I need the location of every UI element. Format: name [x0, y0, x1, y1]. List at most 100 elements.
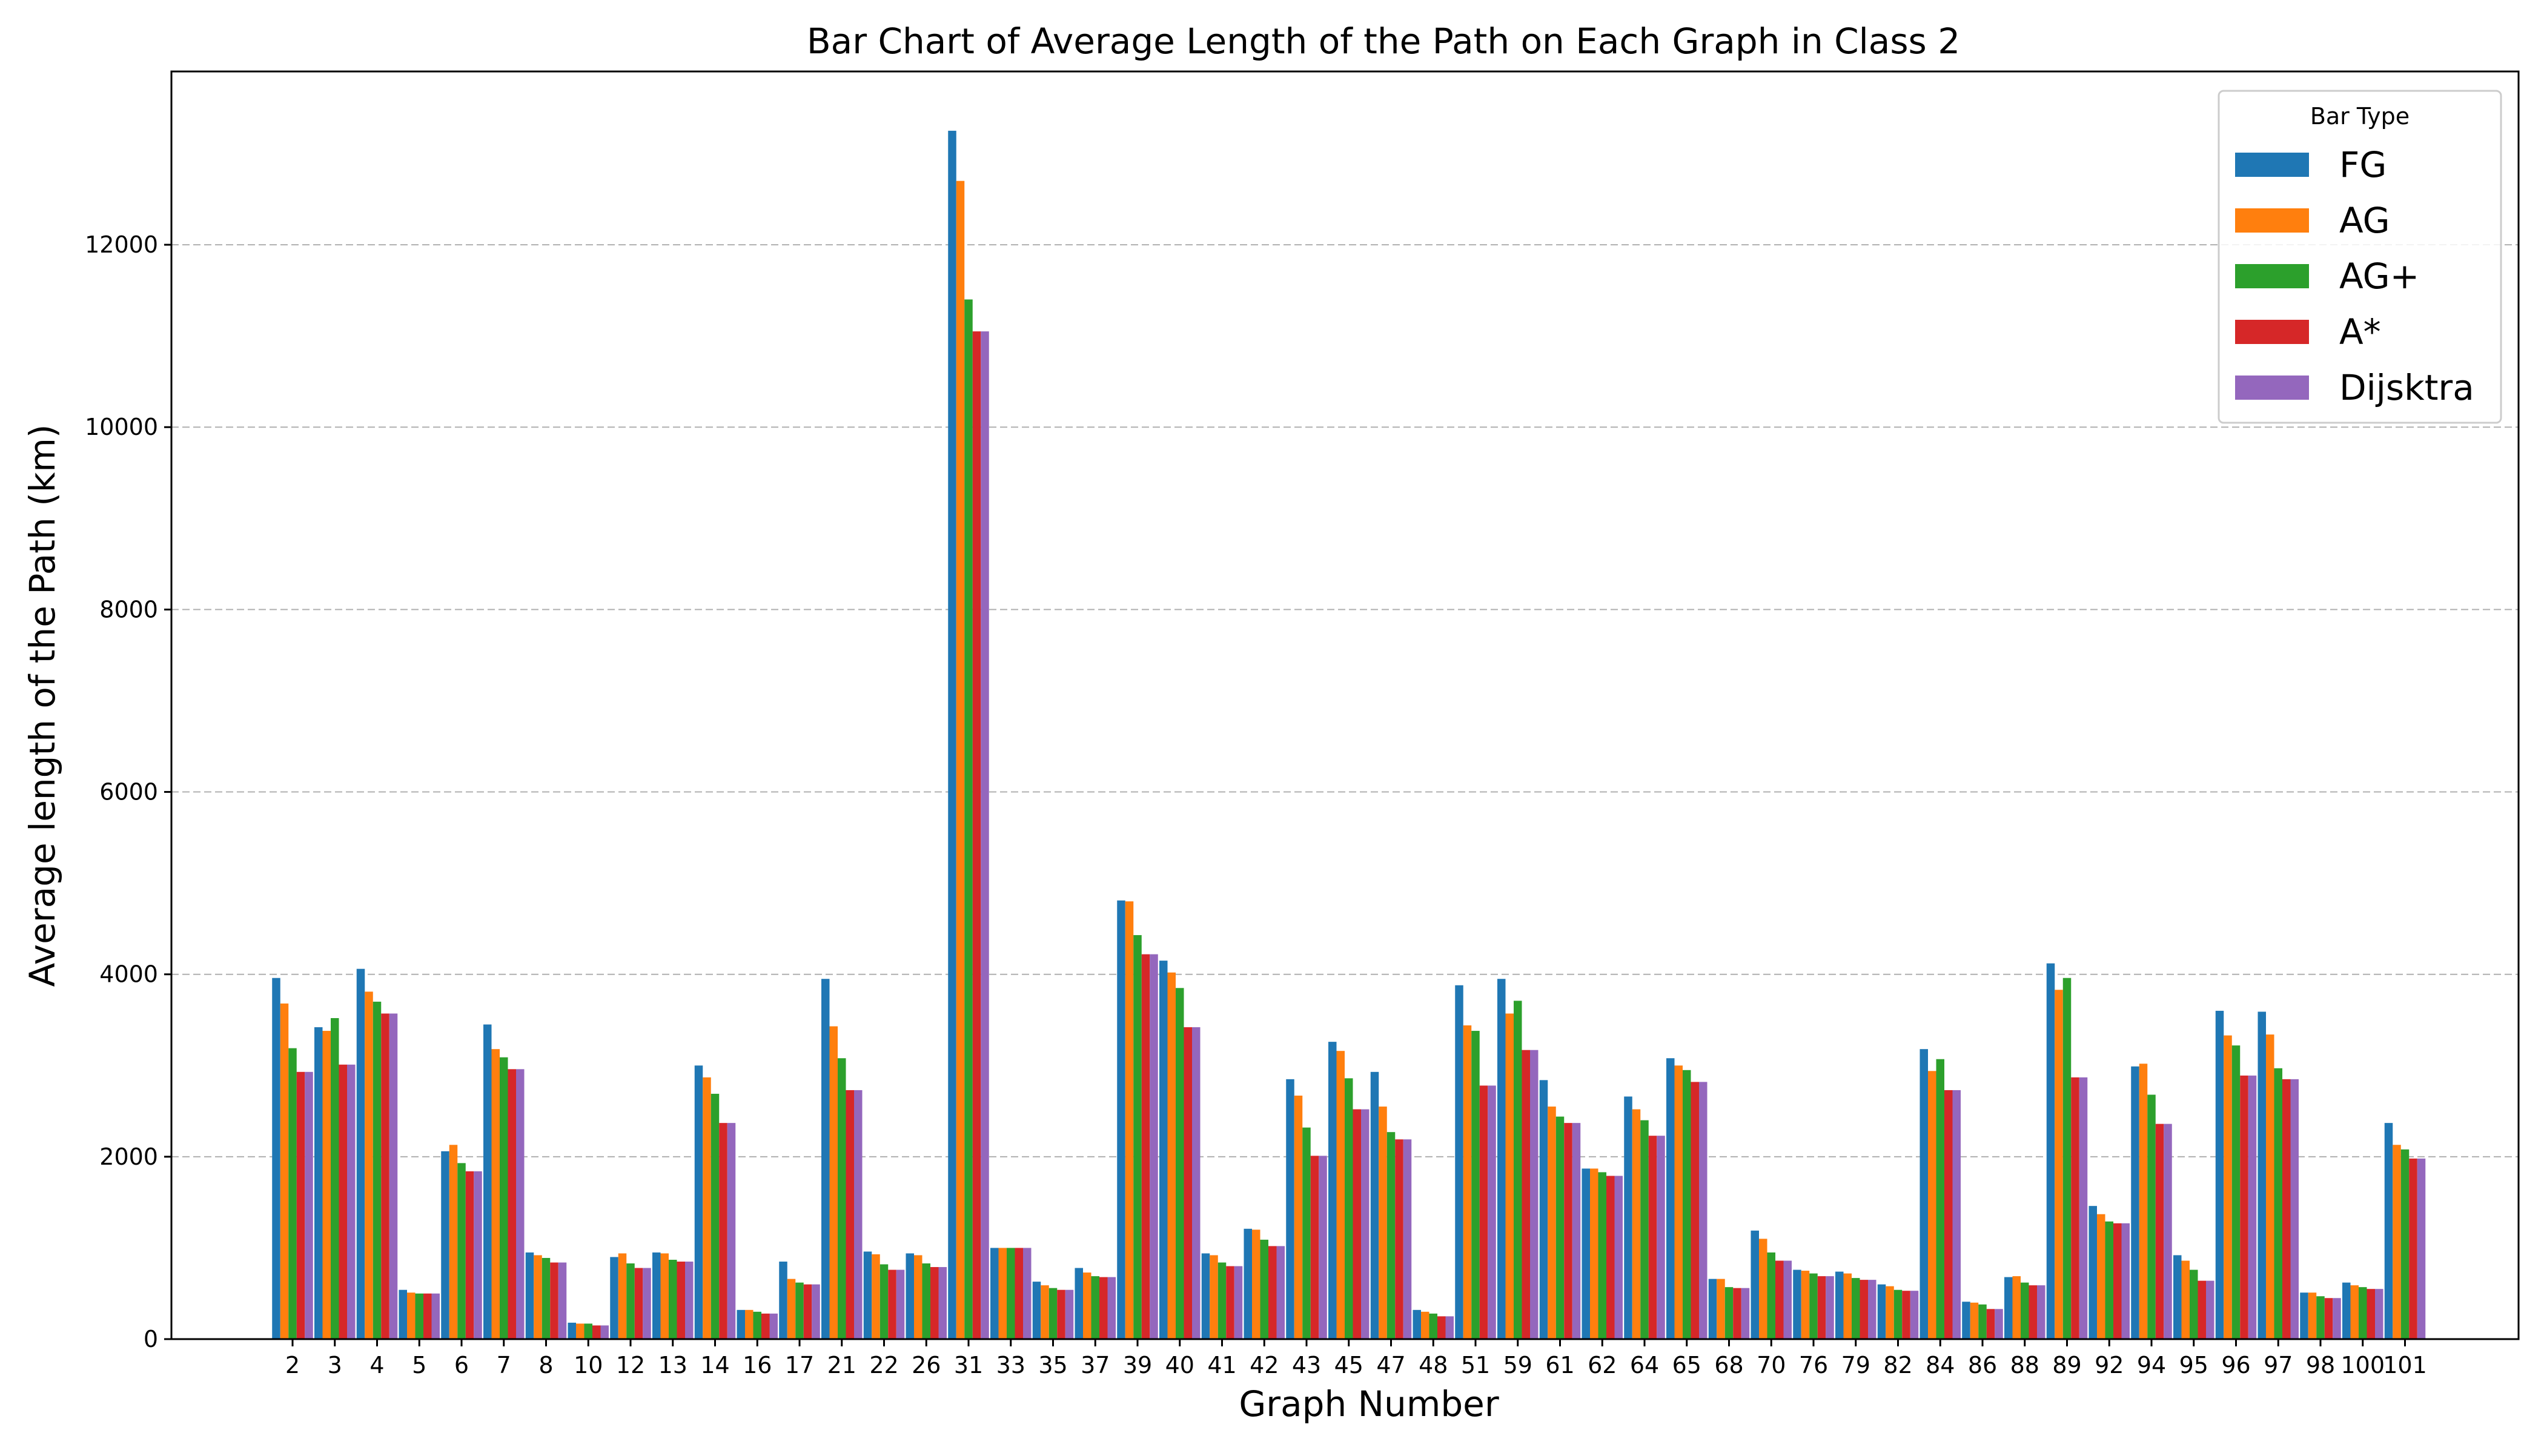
bar — [1471, 1031, 1480, 1339]
bar — [365, 991, 373, 1339]
bar — [753, 1311, 761, 1339]
bar — [737, 1309, 745, 1339]
bar — [1590, 1168, 1598, 1339]
bar — [516, 1069, 525, 1339]
bar — [1023, 1248, 1032, 1339]
bar — [795, 1282, 804, 1339]
bar — [1091, 1276, 1099, 1339]
bar — [2384, 1123, 2393, 1339]
bar — [1176, 988, 1184, 1339]
bar — [879, 1264, 889, 1339]
bar — [1032, 1282, 1041, 1339]
bar — [2266, 1034, 2274, 1339]
x-tick-label: 89 — [2052, 1352, 2081, 1378]
bar — [1514, 1001, 1522, 1339]
bar — [1463, 1025, 1472, 1339]
x-tick-label: 43 — [1292, 1352, 1321, 1378]
legend-label: AG+ — [2339, 256, 2419, 297]
bar — [288, 1048, 297, 1339]
bar — [1624, 1096, 1632, 1339]
bar — [1606, 1176, 1615, 1339]
legend-label: Dijsktra — [2339, 367, 2474, 408]
bar — [643, 1268, 651, 1339]
legend-label: AG — [2339, 200, 2390, 241]
bar — [2139, 1064, 2148, 1339]
bar — [769, 1313, 778, 1339]
x-tick-label: 4 — [369, 1352, 384, 1378]
bar — [2333, 1298, 2341, 1339]
x-tick-label: 17 — [785, 1352, 814, 1378]
bar — [972, 331, 981, 1339]
x-tick-label: 62 — [1588, 1352, 1617, 1378]
bar — [779, 1262, 787, 1339]
x-tick-label: 37 — [1081, 1352, 1110, 1378]
bar — [2342, 1282, 2351, 1339]
bar — [1413, 1309, 1421, 1339]
bar — [2231, 1045, 2241, 1339]
bar — [854, 1090, 863, 1339]
x-tick-label: 33 — [996, 1352, 1025, 1378]
bar — [1479, 1085, 1488, 1339]
x-tick-label: 51 — [1461, 1352, 1490, 1378]
bar — [652, 1252, 661, 1339]
x-tick-label: 45 — [1334, 1352, 1363, 1378]
bar — [1548, 1107, 1556, 1339]
bar — [558, 1262, 567, 1339]
bar — [1920, 1049, 1928, 1339]
x-tick-label: 42 — [1250, 1352, 1279, 1378]
x-tick-label: 100 — [2340, 1352, 2385, 1378]
bar — [2029, 1285, 2037, 1339]
bar — [1226, 1266, 1234, 1339]
bar — [1141, 954, 1150, 1339]
legend-swatch — [2235, 153, 2309, 177]
bar — [1691, 1082, 1699, 1339]
bar — [1572, 1123, 1581, 1339]
bar — [1276, 1246, 1285, 1339]
bar — [1445, 1316, 1454, 1339]
x-tick-label: 86 — [1968, 1352, 1997, 1378]
y-tick-label: 10000 — [85, 414, 158, 440]
bar — [1632, 1109, 1641, 1339]
bar — [2324, 1298, 2333, 1339]
bar — [1505, 1013, 1514, 1339]
x-tick-label: 41 — [1207, 1352, 1236, 1378]
x-tick-label: 98 — [2306, 1352, 2335, 1378]
bar — [1530, 1050, 1539, 1339]
bar — [1260, 1239, 1268, 1339]
bar — [1353, 1109, 1361, 1339]
bar — [1910, 1291, 1919, 1339]
x-tick-label: 47 — [1376, 1352, 1405, 1378]
bar — [2079, 1077, 2088, 1339]
bar — [1978, 1304, 1987, 1339]
bar — [441, 1151, 449, 1339]
bar — [930, 1267, 939, 1339]
bar — [1970, 1302, 1979, 1339]
bar — [1717, 1279, 1725, 1339]
bar — [2350, 1285, 2359, 1339]
bar — [660, 1253, 669, 1339]
bar — [1336, 1051, 1345, 1339]
bar — [1928, 1071, 1936, 1339]
bar — [1741, 1288, 1750, 1339]
x-tick-label: 21 — [827, 1352, 856, 1378]
legend-swatch — [2235, 208, 2309, 233]
bar — [1286, 1079, 1294, 1339]
bar — [2316, 1296, 2325, 1339]
bar — [1860, 1280, 1868, 1339]
bar — [2206, 1280, 2214, 1339]
bar — [1167, 972, 1176, 1339]
bar — [618, 1253, 627, 1339]
bar — [347, 1064, 356, 1339]
bar — [1395, 1139, 1403, 1339]
bar — [542, 1257, 551, 1339]
bar — [2181, 1260, 2190, 1339]
bar — [2131, 1066, 2139, 1339]
bar — [2012, 1276, 2021, 1339]
y-tick-label: 12000 — [85, 231, 158, 258]
bar — [1893, 1289, 1903, 1339]
bar — [2367, 1289, 2375, 1339]
bar — [1099, 1277, 1108, 1339]
x-tick-label: 68 — [1714, 1352, 1743, 1378]
bar — [990, 1248, 999, 1339]
